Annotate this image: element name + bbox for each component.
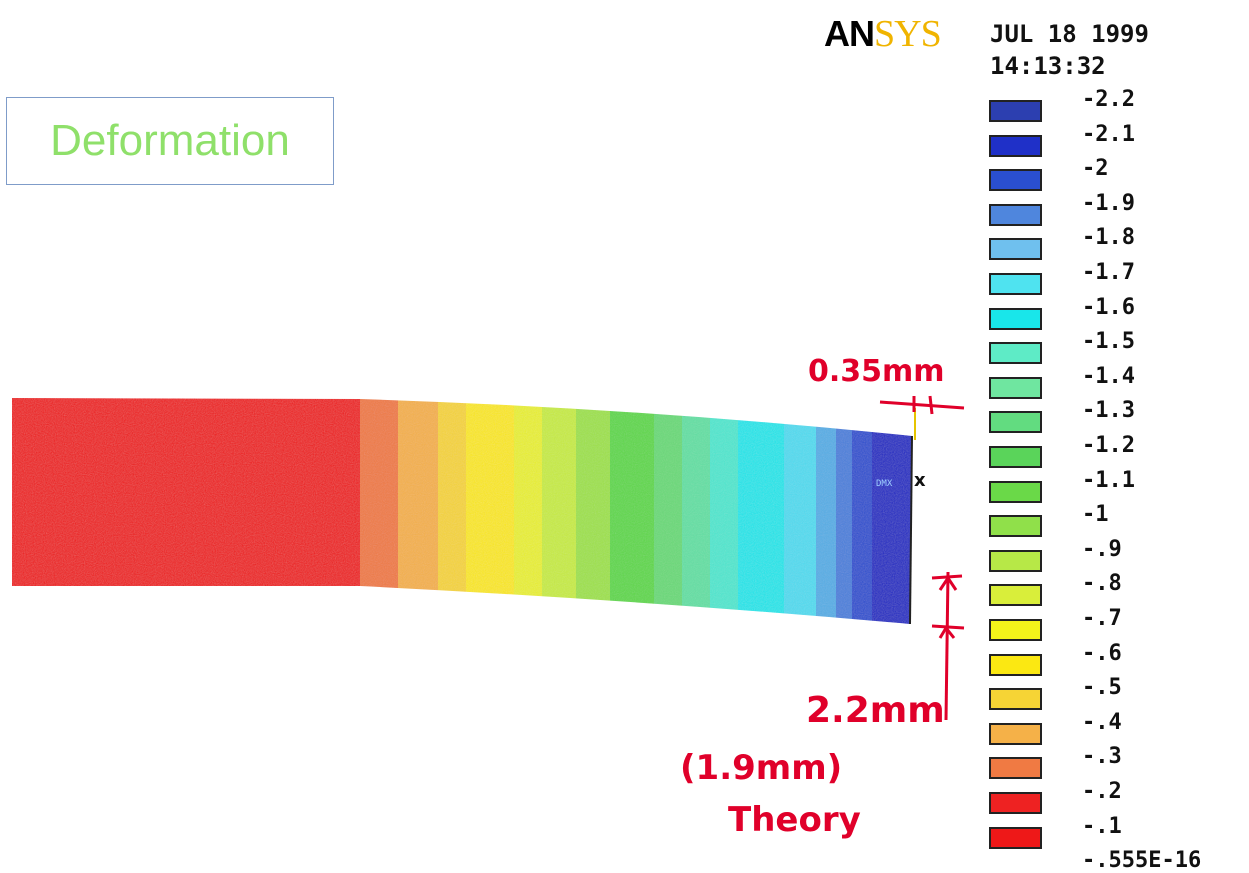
band-10 [654,398,684,624]
band-5 [466,398,516,624]
band-8 [576,398,612,624]
time-stamp: 14:13:32 [990,52,1106,80]
band-17 [852,398,874,624]
plot-title: Deformation [50,116,290,165]
probe-marker-label: DMX [876,479,893,489]
beam-tip-edge [909,435,913,625]
band-6 [514,398,544,624]
plot-title-box: Deformation [6,97,334,185]
band-14 [784,398,818,624]
band-7 [542,398,578,624]
ansys-logo: ANSYS [824,13,942,55]
band-12 [710,398,740,624]
vertical-deflection-label: 2.2mm [806,690,945,731]
probe-marker-x: x [914,470,926,491]
band-18 [872,398,912,624]
beam-contour-bands [12,398,912,624]
band-1 [12,398,362,624]
horizontal-dimension-marker [879,395,965,415]
band-13 [738,398,786,624]
vertical-dimension-marker [931,571,965,721]
theory-value-label: (1.9mm) [680,748,843,788]
theory-label: Theory [728,800,861,840]
band-16 [836,398,854,624]
band-9 [610,398,656,624]
horizontal-deflection-label: 0.35mm [808,354,945,389]
band-2 [360,398,400,624]
band-11 [682,398,712,624]
date-stamp: JUL 18 1999 [990,20,1149,48]
band-15 [816,398,838,624]
band-4 [438,398,468,624]
band-3 [398,398,440,624]
